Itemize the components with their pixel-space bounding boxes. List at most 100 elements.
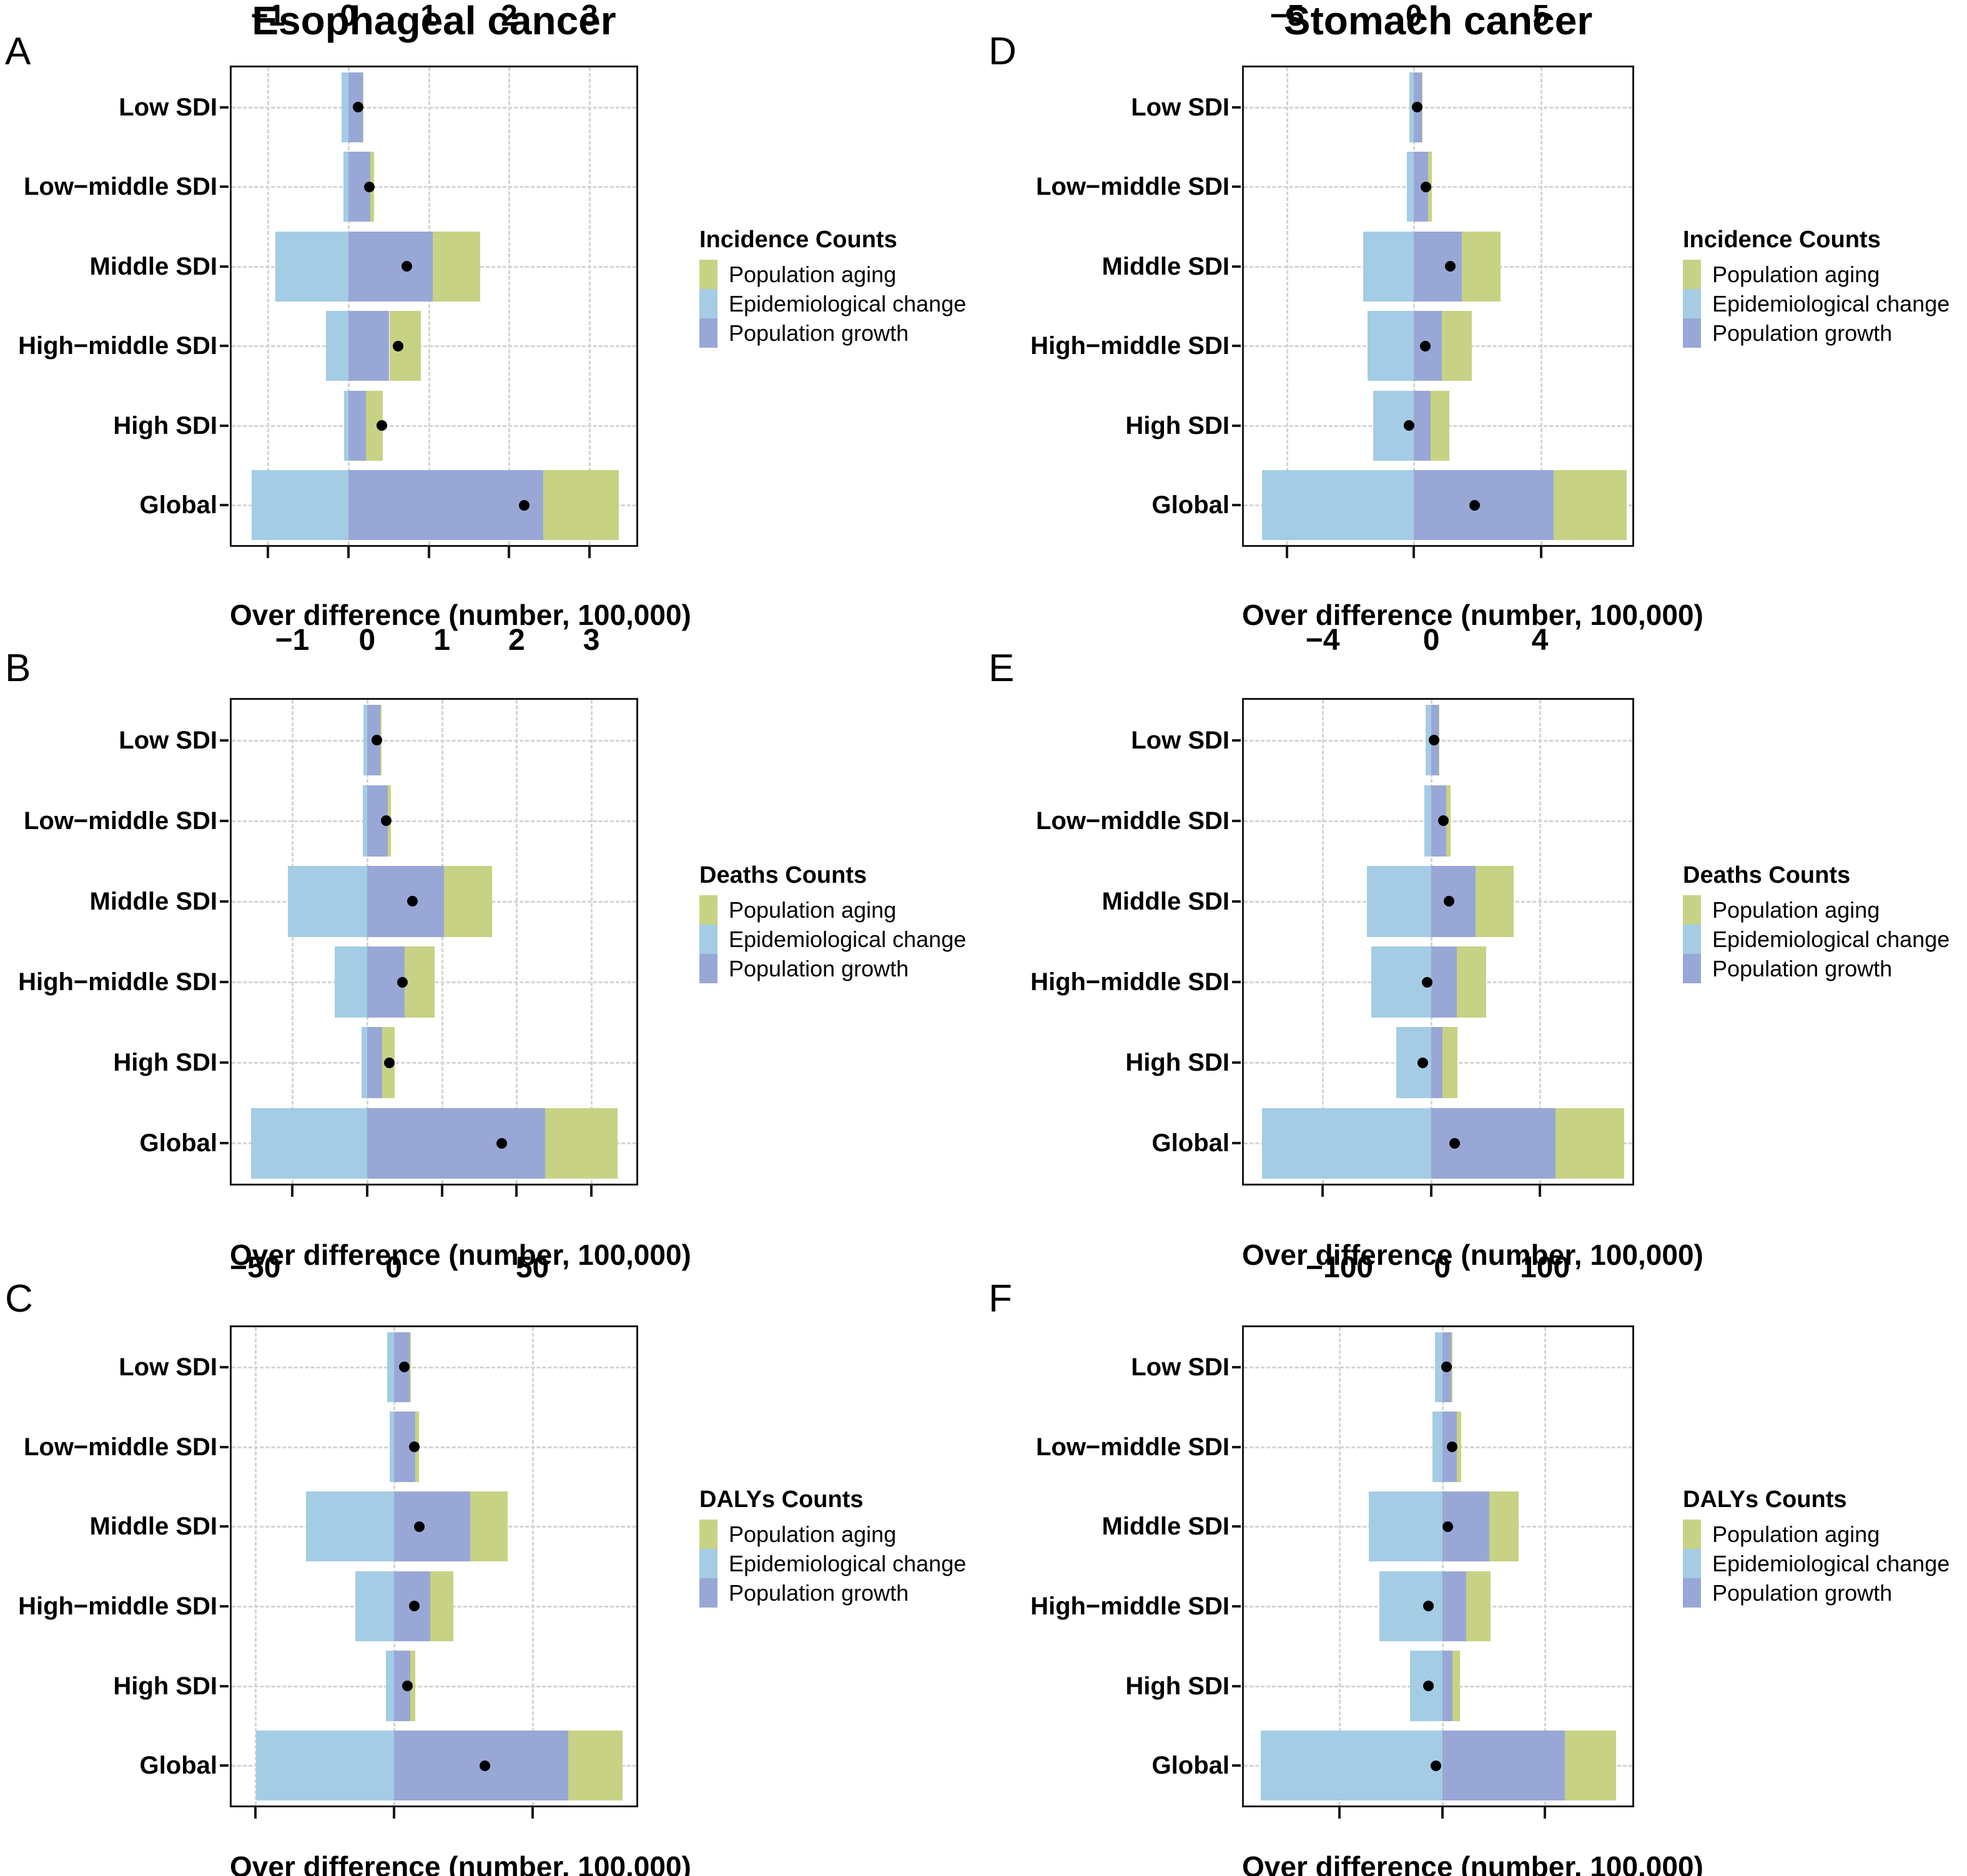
bar-segment-population-aging bbox=[1555, 1107, 1625, 1179]
net-change-dot bbox=[402, 261, 413, 272]
legend-title-A: Incidence Counts bbox=[699, 226, 897, 253]
x-tick-mark-1 bbox=[427, 547, 430, 558]
category-tick-mark bbox=[1232, 1365, 1241, 1368]
bar-segment-population-aging bbox=[1553, 470, 1627, 541]
legend-item-label: Population aging bbox=[1712, 896, 1880, 923]
x-tick-mark-−4 bbox=[1321, 1186, 1324, 1197]
net-change-dot bbox=[1420, 181, 1431, 192]
panel-letter-B: B bbox=[5, 647, 31, 690]
gridline-y-High SDI bbox=[232, 425, 636, 427]
gridline-y-High SDI bbox=[232, 1062, 636, 1064]
bar-segment-epidemiological-change bbox=[1371, 946, 1432, 1018]
bar-segment-epidemiological-change bbox=[325, 311, 348, 381]
gridline-x-−100 bbox=[1339, 1327, 1341, 1805]
category-label-low-middle-sdi: Low−middle SDI bbox=[1035, 173, 1230, 201]
net-change-dot bbox=[407, 896, 418, 907]
bar-segment-epidemiological-change bbox=[343, 152, 348, 222]
bar-segment-epidemiological-change bbox=[1368, 311, 1414, 381]
bar-segment-population-aging bbox=[1475, 866, 1514, 937]
category-label-low-sdi: Low SDI bbox=[119, 726, 217, 754]
category-tick-mark bbox=[1232, 1684, 1241, 1687]
category-label-high-middle-sdi: High−middle SDI bbox=[1030, 968, 1230, 996]
x-tick-mark-−100 bbox=[1338, 1807, 1341, 1819]
x-tick-label-−100: −100 bbox=[1305, 1251, 1374, 1284]
category-tick-mark bbox=[220, 345, 229, 348]
legend-title-D: Incidence Counts bbox=[1683, 226, 1881, 253]
category-tick-mark bbox=[220, 900, 229, 903]
net-change-dot bbox=[363, 181, 375, 192]
legend-item-label: Epidemiological change bbox=[729, 290, 967, 317]
bar-segment-epidemiological-change bbox=[305, 1491, 394, 1562]
x-axis-title-D: Over difference (number, 100,000) bbox=[1242, 599, 1703, 631]
x-axis-title-C: Over difference (number, 100,000) bbox=[230, 1850, 691, 1876]
net-change-dot bbox=[371, 735, 382, 746]
bar-segment-population-growth bbox=[367, 1027, 382, 1099]
category-tick-mark bbox=[1232, 1142, 1241, 1145]
legend-item-label: Population growth bbox=[729, 1580, 909, 1606]
bar-segment-population-aging bbox=[545, 1107, 618, 1179]
bar-segment-epidemiological-change bbox=[1366, 866, 1432, 937]
category-label-middle-sdi: Middle SDI bbox=[1102, 1513, 1230, 1541]
bar-segment-population-aging bbox=[433, 231, 481, 302]
category-label-high-middle-sdi: High−middle SDI bbox=[18, 332, 217, 360]
category-label-middle-sdi: Middle SDI bbox=[89, 252, 217, 280]
category-tick-mark bbox=[1232, 739, 1241, 742]
x-tick-label-0: 0 bbox=[385, 1251, 402, 1284]
category-tick-mark bbox=[220, 981, 229, 984]
category-label-global: Global bbox=[139, 491, 217, 519]
category-tick-mark bbox=[220, 185, 229, 189]
x-tick-label-−1: −1 bbox=[250, 0, 285, 32]
x-tick-label-1: 1 bbox=[420, 0, 437, 32]
net-change-dot bbox=[377, 420, 388, 431]
net-change-dot bbox=[414, 1521, 425, 1532]
legend-D: Incidence Counts Population aging Epidem… bbox=[1683, 66, 1967, 547]
x-tick-mark-4 bbox=[1539, 1186, 1542, 1197]
bar-segment-population-aging bbox=[1466, 1571, 1491, 1641]
category-label-low-sdi: Low SDI bbox=[1131, 726, 1230, 754]
net-change-dot bbox=[1422, 976, 1433, 988]
legend-title-B: Deaths Counts bbox=[699, 862, 867, 888]
bar-segment-epidemiological-change bbox=[1424, 785, 1432, 857]
x-tick-mark-1 bbox=[440, 1186, 443, 1197]
category-tick-mark bbox=[220, 504, 229, 507]
gridline-y-Low SDI bbox=[232, 106, 636, 109]
category-tick-mark bbox=[220, 739, 229, 742]
net-change-dot bbox=[1428, 735, 1439, 746]
bar-segment-population-aging bbox=[1442, 1027, 1458, 1099]
gridline-x-−1 bbox=[292, 700, 294, 1184]
category-tick-mark bbox=[1232, 424, 1241, 427]
gridline-x-100 bbox=[1544, 1327, 1547, 1805]
category-label-low-middle-sdi: Low−middle SDI bbox=[23, 807, 217, 835]
category-tick-mark bbox=[220, 106, 229, 109]
gridline-x-1 bbox=[441, 700, 443, 1184]
gridline-x-0 bbox=[366, 700, 368, 1184]
category-label-low-middle-sdi: Low−middle SDI bbox=[1035, 1433, 1230, 1461]
category-tick-mark bbox=[1232, 1604, 1241, 1608]
legend-item-label: Epidemiological change bbox=[1712, 290, 1950, 317]
population-growth-swatch bbox=[1683, 1578, 1701, 1608]
bar-segment-population-aging bbox=[470, 1491, 508, 1562]
bar-segment-population-growth bbox=[348, 311, 390, 381]
category-tick-mark bbox=[1232, 1445, 1241, 1448]
legend-item-label: Population aging bbox=[729, 261, 897, 287]
net-change-dot bbox=[409, 1601, 420, 1612]
category-label-high-middle-sdi: High−middle SDI bbox=[18, 1592, 217, 1620]
category-tick-mark bbox=[220, 1445, 229, 1448]
legend-item-label: Population aging bbox=[1712, 261, 1880, 287]
x-tick-mark-50 bbox=[531, 1807, 534, 1819]
bar-segment-population-aging bbox=[543, 470, 619, 541]
x-tick-mark-2 bbox=[508, 547, 511, 558]
plot-area-B bbox=[230, 698, 638, 1186]
x-tick-label-4: 4 bbox=[1531, 624, 1549, 657]
gridline-x-2 bbox=[508, 67, 511, 545]
bar-segment-population-aging bbox=[1565, 1730, 1617, 1801]
gridline-x-0 bbox=[1413, 67, 1416, 545]
legend-item-label: Population growth bbox=[1712, 1580, 1893, 1606]
epidemiological-change-swatch bbox=[699, 1549, 717, 1578]
bar-segment-population-aging bbox=[1431, 390, 1450, 461]
bar-segment-epidemiological-change bbox=[1261, 470, 1414, 541]
gridline-x-5 bbox=[1540, 67, 1542, 545]
category-label-high-sdi: High SDI bbox=[1125, 1672, 1230, 1700]
legend-A: Incidence Counts Population aging Epidem… bbox=[699, 66, 999, 547]
legend-item-label: Population growth bbox=[729, 955, 909, 981]
